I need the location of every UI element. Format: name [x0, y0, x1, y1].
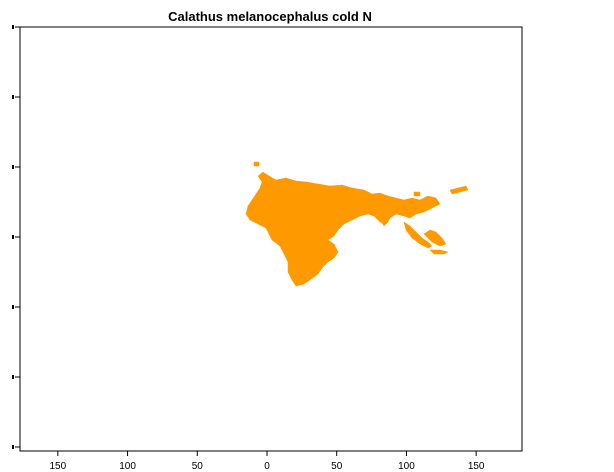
range-region-sea-1 — [403, 221, 433, 249]
range-region-india — [371, 197, 393, 227]
y-tick-label-clipped — [12, 25, 14, 29]
y-tick-label-clipped — [12, 375, 14, 379]
range-region-speck — [413, 191, 421, 197]
x-tick-label: 100 — [119, 461, 136, 472]
plot-title: Calathus melanocephalus cold N — [168, 9, 372, 24]
x-tick-label: 50 — [192, 461, 204, 472]
x-tick-label: 100 — [398, 461, 415, 472]
y-tick-label-clipped — [12, 95, 14, 99]
plot-frame — [19, 26, 523, 452]
y-axis — [12, 25, 20, 449]
range-region-sea-2 — [423, 229, 447, 247]
y-tick-label-clipped — [12, 445, 14, 449]
y-tick-label-clipped — [12, 235, 14, 239]
range-region — [245, 161, 469, 287]
x-tick-label: 150 — [468, 461, 485, 472]
x-tick-label: 50 — [331, 461, 343, 472]
range-region-arctic-speck — [253, 161, 260, 167]
x-tick-label: 150 — [49, 461, 66, 472]
x-tick-label: 0 — [264, 461, 270, 472]
x-axis: 150 100 50 0 50 100 150 — [49, 451, 485, 472]
range-region-africa — [265, 227, 339, 287]
y-tick-label-clipped — [12, 165, 14, 169]
y-tick-label-clipped — [12, 305, 14, 309]
range-region-europe-mideast — [245, 171, 441, 241]
range-region-sea-3 — [429, 249, 449, 255]
range-region-east — [449, 185, 469, 195]
